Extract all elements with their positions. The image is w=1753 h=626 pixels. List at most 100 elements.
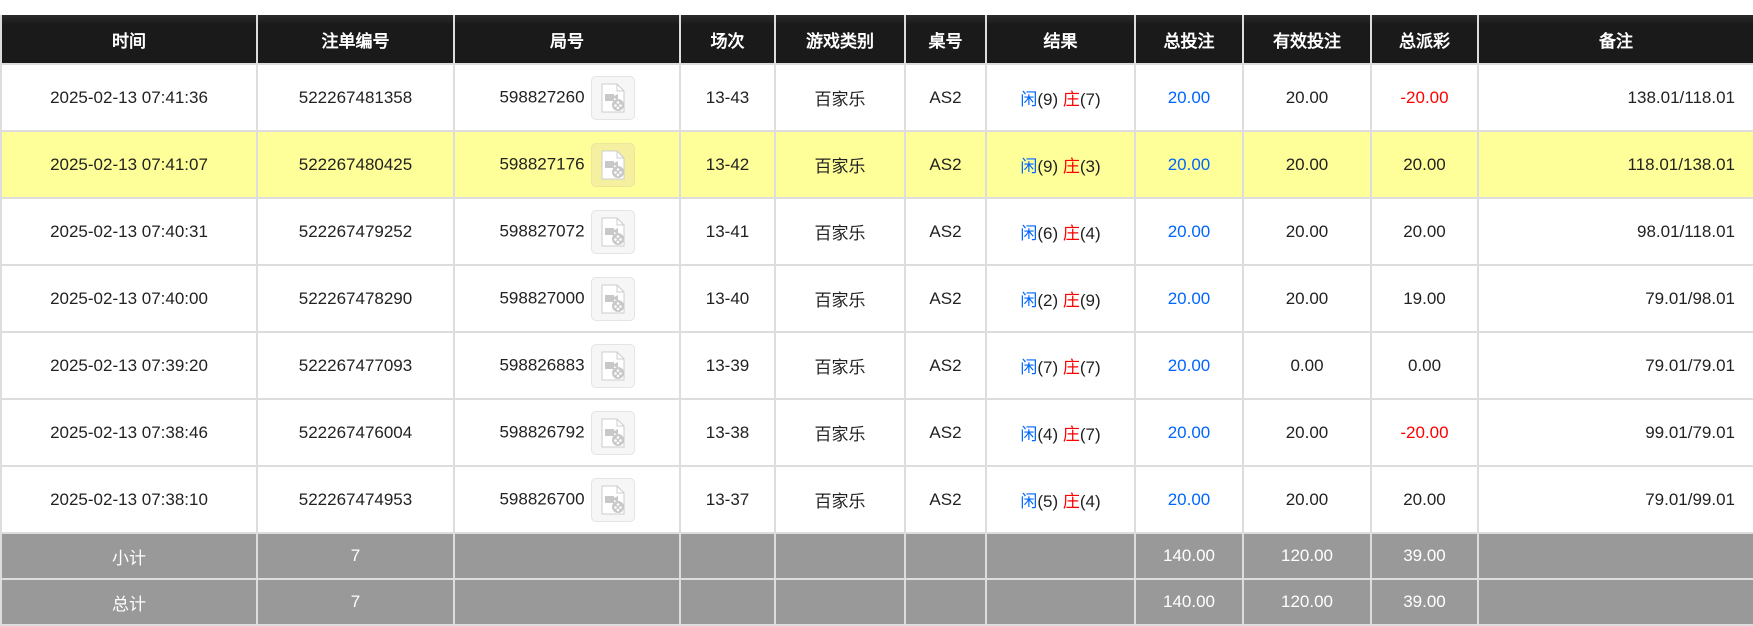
table-row: 2025-02-13 07:41:36 522267481358 5988272… bbox=[0, 63, 1753, 132]
payout-cell: 20.00 bbox=[1370, 130, 1479, 199]
banker-score: (4) bbox=[1079, 224, 1101, 243]
footer-count: 7 bbox=[256, 532, 455, 580]
valid-bet-cell: 20.00 bbox=[1242, 398, 1372, 467]
game-type-cell: 百家乐 bbox=[774, 465, 906, 534]
empty-cell bbox=[453, 578, 681, 626]
header-payout: 总派彩 bbox=[1370, 15, 1479, 64]
video-replay-icon[interactable] bbox=[590, 142, 635, 187]
total-bet-cell: 20.00 bbox=[1134, 264, 1244, 333]
payout-cell: 19.00 bbox=[1370, 264, 1479, 333]
player-score: (5) bbox=[1037, 492, 1059, 511]
video-replay-icon[interactable] bbox=[590, 410, 635, 455]
table-no-cell: AS2 bbox=[904, 398, 987, 467]
header-remark: 备注 bbox=[1477, 15, 1753, 64]
player-score: (6) bbox=[1037, 224, 1059, 243]
total-bet-cell: 20.00 bbox=[1134, 398, 1244, 467]
valid-bet-cell: 20.00 bbox=[1242, 130, 1372, 199]
round-cell: 598827176 bbox=[453, 130, 681, 199]
player-label: 闲 bbox=[1020, 90, 1038, 109]
empty-cell bbox=[1477, 532, 1753, 580]
result-cell: 闲(2) 庄(9) bbox=[985, 264, 1136, 333]
header-row: 时间 注单编号 局号 场次 游戏类别 桌号 结果 总投注 有效投注 总派彩 备注 bbox=[0, 15, 1753, 64]
grand-total-row: 总计 7 140.00 120.00 39.00 bbox=[0, 578, 1753, 626]
banker-label: 庄 bbox=[1062, 157, 1080, 176]
round-cell: 598827000 bbox=[453, 264, 681, 333]
valid-bet-cell: 20.00 bbox=[1242, 197, 1372, 266]
valid-bet-cell: 20.00 bbox=[1242, 264, 1372, 333]
round-number: 598827072 bbox=[499, 220, 585, 240]
game-type-cell: 百家乐 bbox=[774, 264, 906, 333]
round-cell: 598826792 bbox=[453, 398, 681, 467]
shoe-cell: 13-37 bbox=[679, 465, 776, 534]
empty-cell bbox=[1477, 578, 1753, 626]
round-cell: 598826883 bbox=[453, 331, 681, 400]
remark-cell: 79.01/98.01 bbox=[1477, 264, 1753, 333]
time-cell: 2025-02-13 07:41:36 bbox=[0, 63, 258, 132]
shoe-cell: 13-42 bbox=[679, 130, 776, 199]
bet-id-cell: 522267479252 bbox=[256, 197, 455, 266]
round-cell: 598826700 bbox=[453, 465, 681, 534]
table-row: 2025-02-13 07:40:31 522267479252 5988270… bbox=[0, 197, 1753, 266]
remark-cell: 99.01/79.01 bbox=[1477, 398, 1753, 467]
empty-cell bbox=[679, 578, 776, 626]
footer-label: 总计 bbox=[0, 578, 258, 626]
video-replay-icon[interactable] bbox=[590, 75, 635, 120]
header-table-no: 桌号 bbox=[904, 15, 987, 64]
remark-cell: 118.01/138.01 bbox=[1477, 130, 1753, 199]
header-game-type: 游戏类别 bbox=[774, 15, 906, 64]
payout-cell: 20.00 bbox=[1370, 197, 1479, 266]
subtotal-row: 小计 7 140.00 120.00 39.00 bbox=[0, 532, 1753, 580]
banker-label: 庄 bbox=[1062, 358, 1080, 377]
valid-bet-cell: 20.00 bbox=[1242, 465, 1372, 534]
empty-cell bbox=[904, 532, 987, 580]
table-no-cell: AS2 bbox=[904, 264, 987, 333]
video-replay-icon[interactable] bbox=[590, 343, 635, 388]
table-no-cell: AS2 bbox=[904, 63, 987, 132]
player-label: 闲 bbox=[1020, 425, 1038, 444]
round-number: 598827000 bbox=[499, 287, 585, 307]
header-bet-id: 注单编号 bbox=[256, 15, 455, 64]
banker-score: (9) bbox=[1079, 291, 1101, 310]
banker-score: (3) bbox=[1079, 157, 1101, 176]
table-row: 2025-02-13 07:38:10 522267474953 5988267… bbox=[0, 465, 1753, 534]
shoe-cell: 13-39 bbox=[679, 331, 776, 400]
header-shoe: 场次 bbox=[679, 15, 776, 64]
table-no-cell: AS2 bbox=[904, 130, 987, 199]
empty-cell bbox=[774, 578, 906, 626]
payout-cell: -20.00 bbox=[1370, 63, 1479, 132]
time-cell: 2025-02-13 07:41:07 bbox=[0, 130, 258, 199]
bet-id-cell: 522267481358 bbox=[256, 63, 455, 132]
footer-count: 7 bbox=[256, 578, 455, 626]
bet-id-cell: 522267476004 bbox=[256, 398, 455, 467]
remark-cell: 98.01/118.01 bbox=[1477, 197, 1753, 266]
empty-cell bbox=[985, 532, 1136, 580]
round-number: 598827176 bbox=[499, 153, 585, 173]
empty-cell bbox=[679, 532, 776, 580]
header-valid-bet: 有效投注 bbox=[1242, 15, 1372, 64]
result-cell: 闲(5) 庄(4) bbox=[985, 465, 1136, 534]
bet-records-table: 时间 注单编号 局号 场次 游戏类别 桌号 结果 总投注 有效投注 总派彩 备注 2025-02-1… bbox=[0, 15, 1753, 626]
round-cell: 598827260 bbox=[453, 63, 681, 132]
table-row: 2025-02-13 07:39:20 522267477093 5988268… bbox=[0, 331, 1753, 400]
payout-cell: 0.00 bbox=[1370, 331, 1479, 400]
video-replay-icon[interactable] bbox=[590, 276, 635, 321]
table-row: 2025-02-13 07:38:46 522267476004 5988267… bbox=[0, 398, 1753, 467]
footer-total-bet: 140.00 bbox=[1134, 532, 1244, 580]
game-type-cell: 百家乐 bbox=[774, 63, 906, 132]
banker-label: 庄 bbox=[1062, 90, 1080, 109]
game-type-cell: 百家乐 bbox=[774, 130, 906, 199]
video-replay-icon[interactable] bbox=[590, 209, 635, 254]
bet-id-cell: 522267478290 bbox=[256, 264, 455, 333]
result-cell: 闲(6) 庄(4) bbox=[985, 197, 1136, 266]
player-label: 闲 bbox=[1020, 157, 1038, 176]
shoe-cell: 13-43 bbox=[679, 63, 776, 132]
player-label: 闲 bbox=[1020, 492, 1038, 511]
game-type-cell: 百家乐 bbox=[774, 331, 906, 400]
round-number: 598826792 bbox=[499, 421, 585, 441]
banker-score: (7) bbox=[1079, 90, 1101, 109]
round-number: 598826700 bbox=[499, 488, 585, 508]
result-cell: 闲(4) 庄(7) bbox=[985, 398, 1136, 467]
footer-payout: 39.00 bbox=[1370, 578, 1479, 626]
video-replay-icon[interactable] bbox=[590, 477, 635, 522]
banker-label: 庄 bbox=[1062, 492, 1080, 511]
